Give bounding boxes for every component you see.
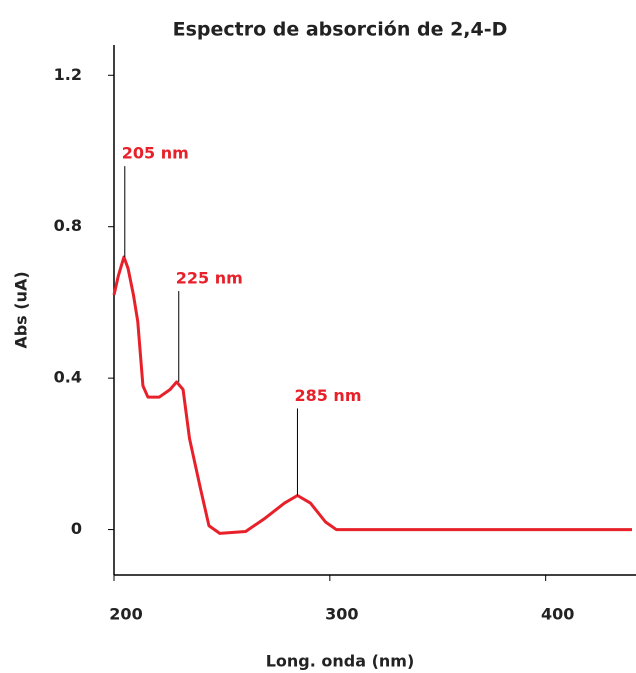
x-tick-label: 300 xyxy=(325,605,358,624)
chart-title: Espectro de absorción de 2,4-D xyxy=(173,19,508,41)
x-tick-label: 200 xyxy=(109,605,142,624)
y-axis-label: Abs (uA) xyxy=(12,271,31,348)
y-tick-label: 0 xyxy=(71,519,82,538)
annotation-label: 205 nm xyxy=(122,144,189,163)
y-tick-label: 0.8 xyxy=(54,216,82,235)
x-axis-label: Long. onda (nm) xyxy=(266,652,415,671)
annotation-label: 225 nm xyxy=(176,269,243,288)
x-tick-label: 400 xyxy=(541,605,574,624)
annotation-label: 285 nm xyxy=(294,386,361,405)
y-tick-label: 0.4 xyxy=(54,368,82,387)
y-tick-label: 1.2 xyxy=(54,65,82,84)
spectrum-line xyxy=(112,255,632,535)
